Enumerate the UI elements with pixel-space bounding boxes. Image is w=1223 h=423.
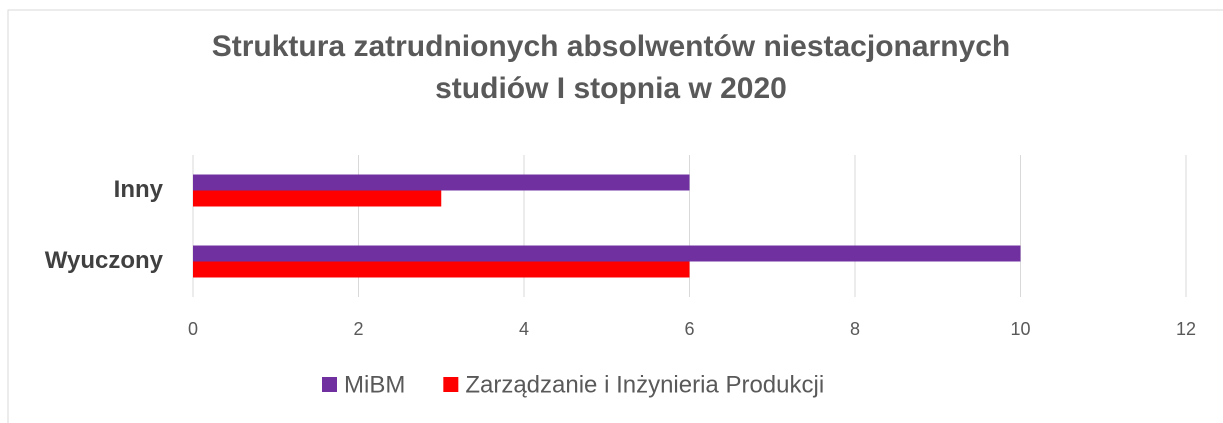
x-tick-label: 6 — [684, 319, 694, 339]
x-tick-label: 2 — [353, 319, 363, 339]
legend-label: Zarządzanie i Inżynieria Produkcji — [465, 371, 824, 398]
y-tick-label: Wyuczony — [45, 247, 164, 274]
chart-title: Struktura zatrudnionych absolwentów nies… — [211, 30, 1011, 105]
y-tick-label: Inny — [114, 176, 164, 203]
x-tick-label: 4 — [519, 319, 529, 339]
x-tick-label: 12 — [1176, 319, 1196, 339]
bar — [193, 261, 690, 278]
x-tick-label: 0 — [188, 319, 198, 339]
chart-border — [7, 9, 1223, 423]
bar — [193, 190, 442, 207]
x-tick-label: 8 — [850, 319, 860, 339]
bar — [193, 245, 1021, 262]
legend-swatch — [322, 377, 337, 392]
legend-swatch — [443, 377, 459, 392]
x-tick-label: 10 — [1010, 319, 1030, 339]
legend-label: MiBM — [344, 371, 405, 398]
bar — [193, 174, 690, 191]
